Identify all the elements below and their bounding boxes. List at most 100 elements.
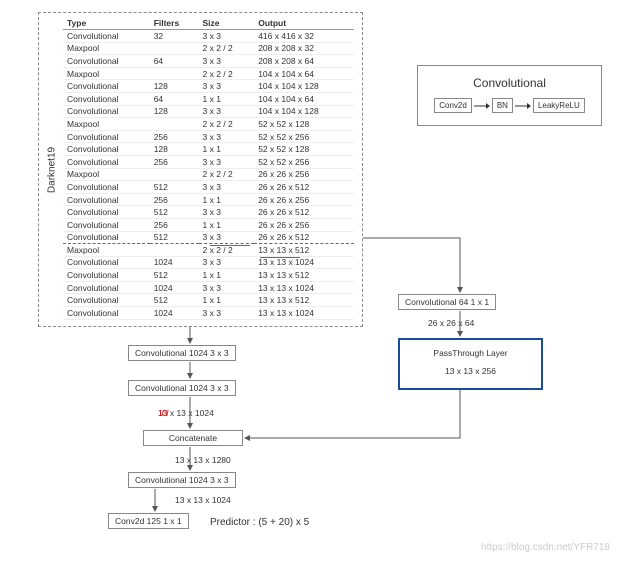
table-row: Convolutional641 x 1104 x 104 x 64 — [63, 92, 354, 105]
cell-filters: 128 — [150, 105, 199, 118]
table-row: Convolutional5121 x 113 x 13 x 512 — [63, 294, 354, 307]
cell-filters: 512 — [150, 231, 199, 244]
cell-filters: 256 — [150, 130, 199, 143]
table-row: Convolutional1283 x 3104 x 104 x 128 — [63, 105, 354, 118]
legend-leakyrelu: LeakyReLU — [533, 98, 585, 113]
network-table: Type Filters Size Output Convolutional32… — [63, 17, 354, 320]
cell-output: 13 x 13 x 1024 — [254, 256, 354, 269]
flow-shape3: 13 x 13 x 1024 — [175, 495, 231, 505]
table-row: Convolutional2561 x 126 x 26 x 256 — [63, 218, 354, 231]
branch-shape64: 26 x 26 x 64 — [428, 318, 474, 328]
cell-size: 2 x 2 / 2 — [199, 67, 255, 80]
cell-size: 3 x 3 — [199, 231, 255, 244]
cell-output: 52 x 52 x 256 — [254, 130, 354, 143]
cell-output: 416 x 416 x 32 — [254, 30, 354, 43]
table-row: Convolutional2561 x 126 x 26 x 256 — [63, 193, 354, 206]
flow-predictor: Predictor : (5 + 20) x 5 — [210, 517, 309, 528]
table-row: Convolutional1283 x 3104 x 104 x 128 — [63, 80, 354, 93]
cell-size: 1 x 1 — [199, 143, 255, 156]
flow-shape2: 13 x 13 x 1280 — [175, 455, 231, 465]
cell-output: 104 x 104 x 128 — [254, 80, 354, 93]
watermark: https://blog.csdn.net/YFR718 — [481, 542, 610, 553]
cell-type: Convolutional — [63, 92, 150, 105]
cell-type: Convolutional — [63, 294, 150, 307]
arrow-icon — [515, 102, 531, 110]
flow-conv2d: Conv2d 125 1 x 1 — [108, 513, 189, 529]
cell-type: Convolutional — [63, 143, 150, 156]
cell-output: 26 x 26 x 256 — [254, 168, 354, 181]
table-row: Convolutional10243 x 313 x 13 x 1024 — [63, 307, 354, 320]
table-row: Convolutional5123 x 326 x 26 x 512 — [63, 181, 354, 194]
conv-legend-title: Convolutional — [426, 76, 593, 90]
table-row: Convolutional2563 x 352 x 52 x 256 — [63, 155, 354, 168]
cell-output: 26 x 26 x 256 — [254, 218, 354, 231]
cell-output: 26 x 26 x 256 — [254, 193, 354, 206]
cell-filters — [150, 67, 199, 80]
cell-type: Convolutional — [63, 269, 150, 282]
table-row: Convolutional5123 x 326 x 26 x 512 — [63, 231, 354, 244]
cell-size: 3 x 3 — [199, 30, 255, 43]
table-row: Maxpool2 x 2 / 226 x 26 x 256 — [63, 168, 354, 181]
cell-size: 3 x 3 — [199, 281, 255, 294]
cell-type: Convolutional — [63, 181, 150, 194]
cell-filters — [150, 168, 199, 181]
col-output: Output — [254, 17, 354, 30]
flow-concat: Concatenate — [143, 430, 243, 446]
cell-type: Convolutional — [63, 193, 150, 206]
cell-type: Convolutional — [63, 307, 150, 320]
cell-filters: 512 — [150, 294, 199, 307]
cell-type: Maxpool — [63, 67, 150, 80]
cell-filters: 128 — [150, 143, 199, 156]
cell-filters: 512 — [150, 269, 199, 282]
red-underline-2 — [260, 257, 300, 258]
table-row: Convolutional1281 x 152 x 52 x 128 — [63, 143, 354, 156]
cell-output: 104 x 104 x 64 — [254, 92, 354, 105]
cell-filters: 512 — [150, 181, 199, 194]
cell-type: Convolutional — [63, 55, 150, 68]
cell-filters: 512 — [150, 206, 199, 219]
cell-output: 104 x 104 x 128 — [254, 105, 354, 118]
cell-size: 2 x 2 / 2 — [199, 118, 255, 131]
branch-shape256: 13 x 13 x 256 — [408, 366, 533, 376]
cell-type: Convolutional — [63, 80, 150, 93]
cell-type: Maxpool — [63, 244, 150, 257]
cell-output: 13 x 13 x 1024 — [254, 281, 354, 294]
cell-size: 1 x 1 — [199, 92, 255, 105]
table-row: Convolutional5121 x 113 x 13 x 512 — [63, 269, 354, 282]
cell-filters: 256 — [150, 218, 199, 231]
cell-filters: 64 — [150, 55, 199, 68]
legend-bn: BN — [492, 98, 513, 113]
cell-type: Maxpool — [63, 42, 150, 55]
cell-type: Convolutional — [63, 105, 150, 118]
table-row: Convolutional2563 x 352 x 52 x 256 — [63, 130, 354, 143]
cell-size: 3 x 3 — [199, 55, 255, 68]
branch-passthrough-box: PassThrough Layer 13 x 13 x 256 — [398, 338, 543, 390]
table-row: Convolutional10243 x 313 x 13 x 1024 — [63, 281, 354, 294]
flow-conv3: Convolutional 1024 3 x 3 — [128, 472, 236, 488]
cell-output: 26 x 26 x 512 — [254, 206, 354, 219]
cell-filters — [150, 118, 199, 131]
cell-output: 52 x 52 x 128 — [254, 118, 354, 131]
flow-conv1: Convolutional 1024 3 x 3 — [128, 345, 236, 361]
cell-size: 3 x 3 — [199, 307, 255, 320]
cell-type: Convolutional — [63, 30, 150, 43]
cell-size: 1 x 1 — [199, 269, 255, 282]
cell-type: Maxpool — [63, 118, 150, 131]
cell-filters — [150, 244, 199, 257]
cell-size: 3 x 3 — [199, 256, 255, 269]
cell-type: Convolutional — [63, 155, 150, 168]
cell-size: 1 x 1 — [199, 193, 255, 206]
cell-size: 3 x 3 — [199, 155, 255, 168]
table-row: Maxpool2 x 2 / 213 x 13 x 512 — [63, 244, 354, 257]
cell-size: 2 x 2 / 2 — [199, 42, 255, 55]
cell-type: Convolutional — [63, 218, 150, 231]
table-row: Convolutional5123 x 326 x 26 x 512 — [63, 206, 354, 219]
table-header-row: Type Filters Size Output — [63, 17, 354, 30]
col-size: Size — [199, 17, 255, 30]
cell-filters: 128 — [150, 80, 199, 93]
table-row: Convolutional10243 x 313 x 13 x 1024 — [63, 256, 354, 269]
col-type: Type — [63, 17, 150, 30]
cell-output: 52 x 52 x 256 — [254, 155, 354, 168]
cell-size: 3 x 3 — [199, 181, 255, 194]
cell-output: 208 x 208 x 32 — [254, 42, 354, 55]
